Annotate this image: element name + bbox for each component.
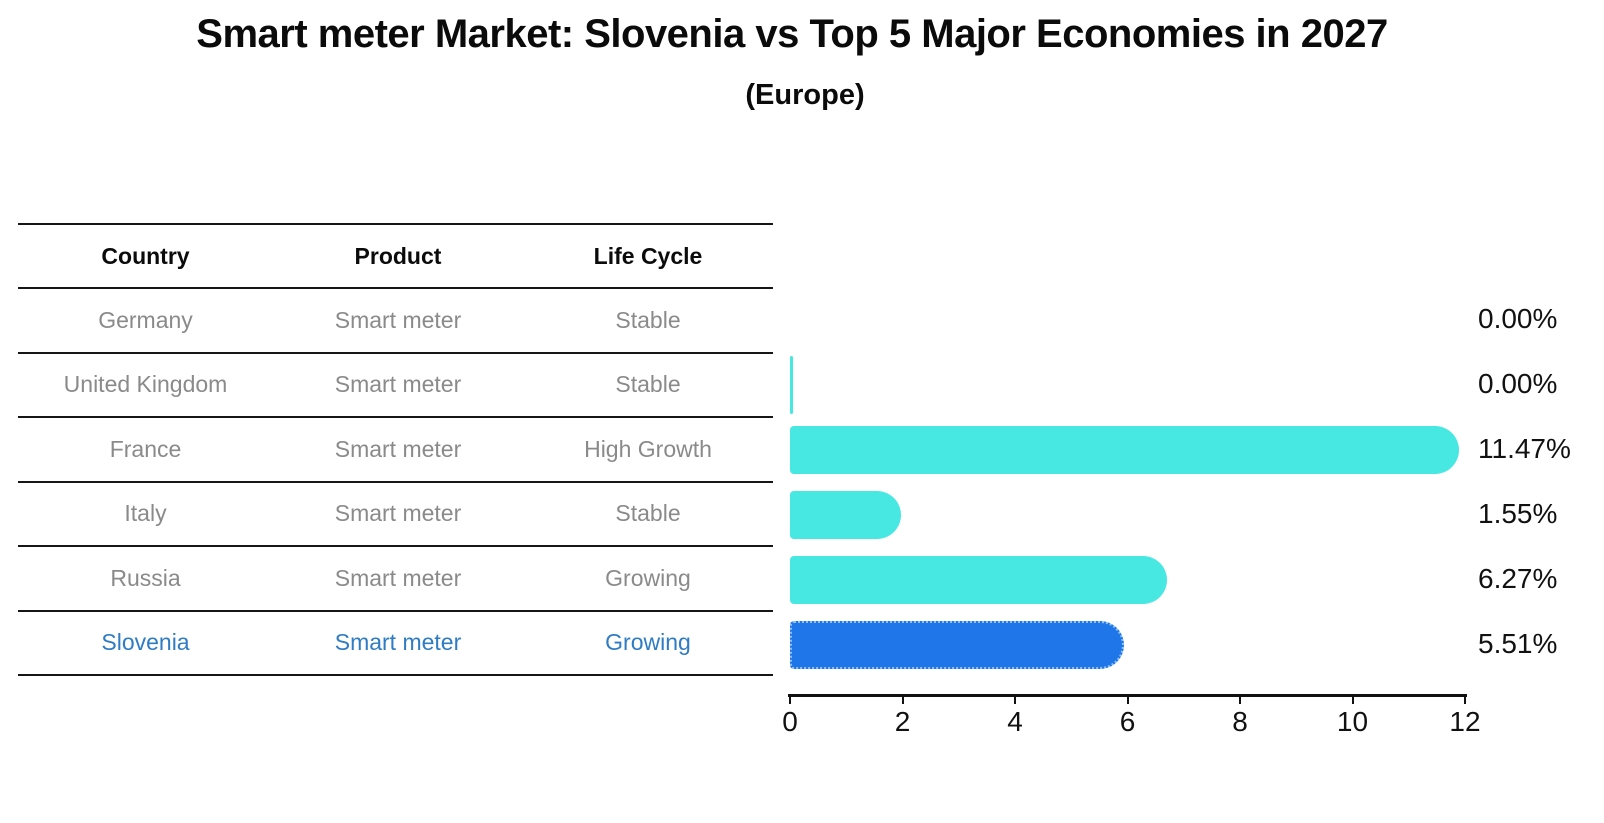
column-header-lifecycle: Life Cycle [593,242,703,269]
value-label-germany: 0.00% [1478,302,1558,334]
cell-life-cycle: Growing [605,629,691,656]
table-row-united-kingdom: United Kingdom Smart meter Stable [18,354,773,418]
cell-country: Italy [124,500,167,527]
cell-product: Smart meter [334,629,462,656]
cell-life-cycle: Stable [615,306,681,333]
value-label-united-kingdom: 0.00% [1478,367,1558,399]
cell-product: Smart meter [334,564,462,591]
table-header-row: Country Product Life Cycle [18,225,773,289]
tick-mark [1126,696,1129,704]
table-row-slovenia: Slovenia Smart meter Growing [18,612,773,676]
value-label-france: 11.47% [1478,432,1571,464]
bar-slot-russia [790,555,1490,604]
tick-mark [1239,696,1241,704]
tick-mark [1351,696,1354,704]
tick-label: 6 [1119,706,1136,737]
cell-life-cycle: Stable [615,500,681,527]
table-row-italy: Italy Smart meter Stable [18,483,773,547]
tick-mark [1014,696,1016,704]
tick-mark [901,696,904,704]
bar-united-kingdom [790,355,793,414]
cell-product: Smart meter [334,306,462,333]
tick-label: 4 [1007,706,1023,737]
cell-product: Smart meter [334,435,462,462]
column-header-product: Product [354,242,442,269]
tick-mark [1464,696,1466,704]
bar-slot-italy [790,490,1490,539]
cell-country: Slovenia [101,629,190,656]
cell-country: Russia [110,564,181,591]
cell-country: Germany [98,306,193,333]
tick-mark [789,696,791,704]
cell-product: Smart meter [334,500,462,527]
tick-label: 2 [894,706,911,737]
value-label-italy: 1.55% [1478,497,1558,529]
table-row-germany: Germany Smart meter Stable [18,289,773,354]
page-title: Smart meter Market: Slovenia vs Top 5 Ma… [196,12,1388,56]
bar-slot-germany [790,296,1490,344]
bar-slovenia [790,620,1124,669]
column-header-country: Country [101,242,190,269]
bar-italy [790,490,902,539]
cell-life-cycle: Growing [605,564,691,591]
bar-france [790,425,1460,474]
tick-label: 10 [1336,706,1369,737]
tick-label: 8 [1232,706,1248,737]
cell-country: France [109,435,182,462]
tick-label: 12 [1449,706,1481,737]
cell-life-cycle: Stable [615,371,681,398]
cell-country: United Kingdom [63,371,228,398]
page-subtitle: (Europe) [745,79,865,111]
table-row-russia: Russia Smart meter Growing [18,547,773,612]
tick-label: 0 [782,706,798,737]
bar-slot-france [790,425,1490,474]
x-axis-line [788,694,1467,697]
cell-product: Smart meter [334,371,462,398]
country-table: Country Product Life Cycle Germany Smart… [18,223,773,676]
cell-life-cycle: High Growth [584,435,712,462]
bar-slot-slovenia [790,620,1490,669]
value-label-slovenia: 5.51% [1478,627,1558,659]
table-row-france: France Smart meter High Growth [18,418,773,483]
bar-slot-united-kingdom [790,355,1490,414]
value-label-russia: 6.27% [1478,562,1558,594]
bar-russia [790,555,1167,604]
